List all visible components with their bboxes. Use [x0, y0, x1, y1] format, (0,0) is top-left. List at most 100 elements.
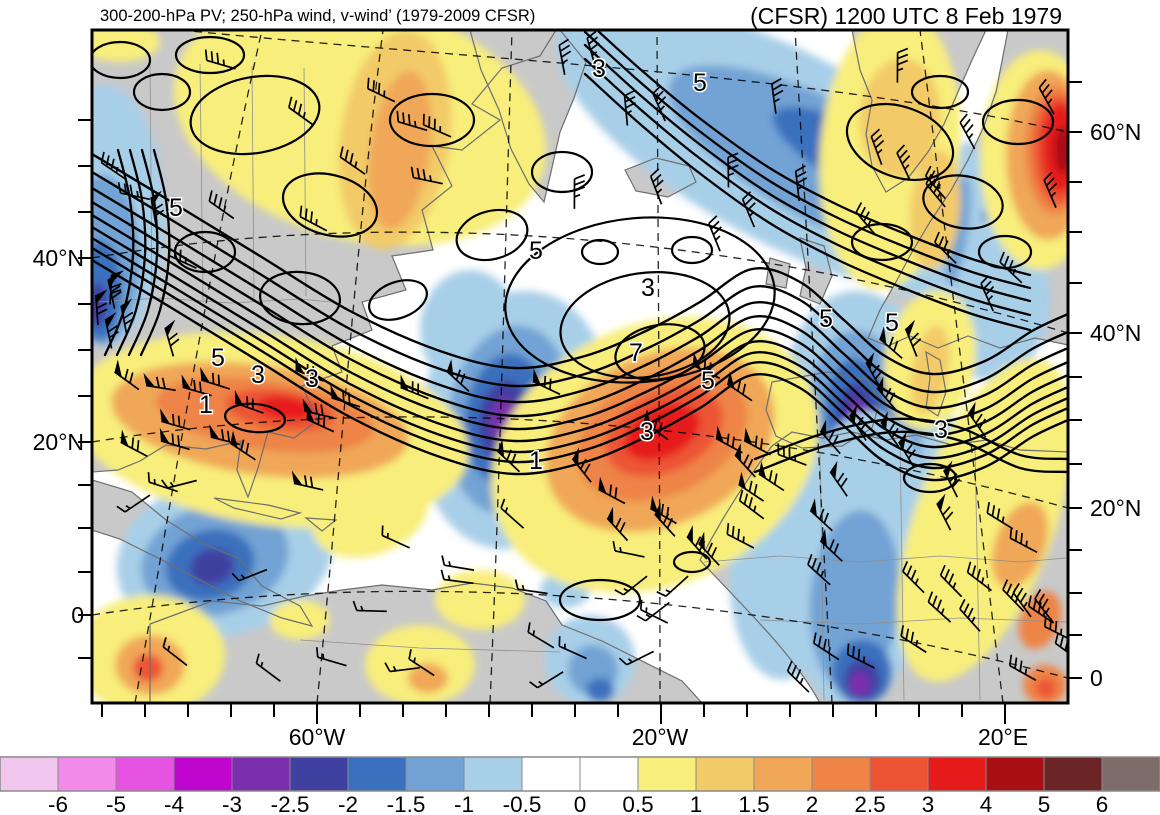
- wind-barb: [109, 270, 124, 305]
- wind-barb: [980, 275, 995, 312]
- coastline: [851, 31, 987, 193]
- pv-contour: [583, 57, 1032, 317]
- wind-barb: [208, 190, 235, 220]
- wind-barb: [896, 47, 909, 83]
- pv-contour: [93, 259, 1067, 482]
- bottom-axis-label: 20°E: [978, 724, 1028, 750]
- country-border: [251, 65, 255, 299]
- wind-barb: [738, 489, 765, 520]
- wind-barb: [643, 409, 669, 441]
- wind-barb: [367, 77, 396, 103]
- wind-barb: [848, 404, 868, 441]
- pv-contour: [583, 43, 1032, 303]
- wind-barb: [794, 165, 808, 202]
- wind-barb: [143, 372, 176, 392]
- wind-barb: [876, 376, 898, 412]
- pv-contour-loop: [174, 35, 246, 75]
- wind-barb: [734, 443, 756, 478]
- wind-barb: [829, 460, 848, 497]
- coastline: [624, 157, 697, 198]
- wind-barb: [692, 352, 721, 380]
- pv-contour: [93, 247, 1067, 470]
- colorbar-tick-label: -1.5: [387, 792, 426, 815]
- wind-barb: [422, 113, 452, 138]
- colorbar-tick-label: -0.5: [503, 792, 542, 815]
- vwind-shading-blob: [408, 663, 448, 693]
- wind-barb: [966, 561, 993, 592]
- pv-contour-label: 5: [169, 194, 183, 222]
- wind-barb: [446, 359, 470, 393]
- pv-contour-loop: [922, 174, 1004, 230]
- coastline: [304, 517, 338, 532]
- wind-barb: [743, 427, 772, 456]
- wind-barb: [94, 289, 108, 326]
- wind-barb: [117, 182, 150, 201]
- vwind-shading-blob: [365, 625, 475, 702]
- wind-barb: [159, 427, 190, 451]
- wind-barb: [639, 599, 669, 624]
- wind-barb: [999, 251, 1023, 284]
- pv-contour-label: 3: [305, 365, 319, 393]
- colorbar-segment: [1043, 756, 1103, 792]
- vwind-shading-blob: [368, 70, 432, 230]
- wind-barb: [164, 319, 180, 357]
- wind-barb: [865, 352, 883, 390]
- coastline: [765, 257, 791, 289]
- wind-barb: [586, 31, 600, 68]
- colorbar-segment: [289, 756, 349, 792]
- coastline: [699, 431, 1067, 702]
- country-border: [303, 67, 307, 297]
- colorbar-tick-label: 3: [922, 792, 935, 815]
- pv-contour-loop: [530, 150, 594, 194]
- wind-barb: [618, 650, 655, 666]
- wind-barb: [812, 632, 840, 661]
- country-border: [899, 439, 905, 701]
- pv-contour-label: 7: [629, 339, 643, 367]
- pv-contour: [127, 148, 159, 357]
- colorbar-segment: [57, 756, 117, 792]
- bottom-axis-label: 60°W: [289, 724, 346, 750]
- wind-barb: [288, 96, 314, 126]
- wind-barb: [295, 357, 324, 382]
- pv-contour: [93, 237, 1067, 460]
- vwind-shading-blob: [586, 678, 614, 702]
- colorbar-tick-label: 5: [1038, 792, 1051, 815]
- wind-barb: [1002, 579, 1025, 612]
- left-axis-label: 40°N: [33, 245, 84, 271]
- pv-contour-label: 3: [251, 361, 265, 389]
- wind-barb: [943, 460, 961, 498]
- colorbar-segment: [579, 756, 639, 792]
- wind-barb: [204, 49, 236, 70]
- wind-barb: [104, 312, 119, 349]
- wind-barb: [255, 653, 281, 682]
- graticule-line: [93, 590, 1067, 679]
- wind-barb: [623, 89, 636, 126]
- wind-barb: [726, 523, 755, 549]
- vwind-shading-blob: [311, 472, 429, 558]
- colorbar-border: [0, 756, 1160, 792]
- colorbar-segment: [637, 756, 697, 792]
- colorbar-tick-label: 0: [574, 792, 587, 815]
- wind-barb: [598, 476, 626, 505]
- colorbar-segment: [927, 756, 987, 792]
- wind-barb: [558, 38, 572, 75]
- wind-barb: [770, 77, 784, 114]
- wind-barb: [571, 447, 592, 483]
- axis-tick-layer: [78, 81, 1082, 724]
- colorbar-tick-label: -4: [164, 792, 184, 815]
- pv-contour-loop: [580, 238, 620, 266]
- wind-barb: [150, 190, 165, 228]
- wind-barb: [527, 622, 555, 649]
- pv-contour-label: 1: [529, 447, 543, 475]
- pv-contour: [596, 31, 1032, 277]
- wind-barb: [708, 215, 722, 252]
- coastline: [149, 582, 702, 702]
- wind-barb: [786, 660, 810, 693]
- wind-barb: [636, 601, 670, 622]
- wind-barb: [896, 144, 911, 181]
- colorbar-segment: [811, 756, 871, 792]
- wind-barb: [168, 244, 197, 269]
- wind-barb: [514, 579, 548, 595]
- pv-contour: [103, 148, 135, 357]
